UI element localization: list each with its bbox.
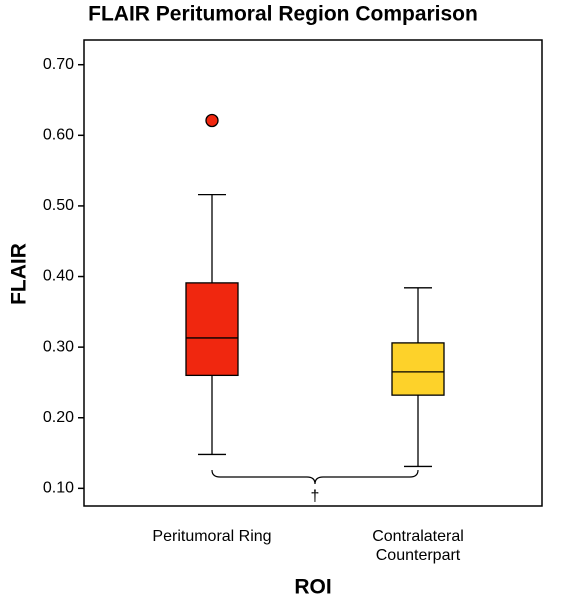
x-tick-label: Peritumoral Ring: [152, 528, 272, 545]
significance-bracket: [211, 469, 419, 485]
box: [391, 342, 445, 396]
x-tick-label: Contralateral Counterpart: [372, 528, 464, 564]
box: [185, 282, 239, 377]
y-tick-label: 0.10: [43, 480, 74, 497]
y-tick-label: 0.20: [43, 409, 74, 426]
annotation: †: [311, 488, 320, 505]
plot-frame: [83, 39, 543, 507]
y-tick-label: 0.40: [43, 268, 74, 285]
y-axis-label: FLAIR: [8, 243, 31, 305]
y-tick-label: 0.60: [43, 127, 74, 144]
chart-title: FLAIR Peritumoral Region Comparison: [88, 3, 478, 26]
y-tick-label: 0.70: [43, 56, 74, 73]
x-axis-label: ROI: [294, 576, 331, 599]
y-tick-label: 0.50: [43, 197, 74, 214]
outlier: [205, 113, 219, 128]
y-tick-label: 0.30: [43, 338, 74, 355]
